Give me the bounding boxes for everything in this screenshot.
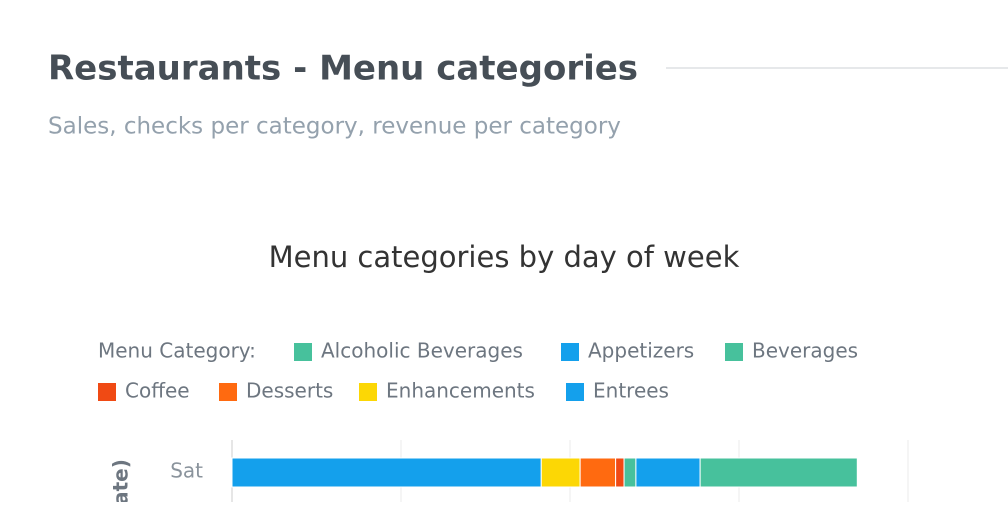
bar-segment — [699, 457, 858, 488]
legend-swatch — [561, 343, 579, 361]
bar-segment — [623, 457, 637, 488]
legend-swatch — [294, 343, 312, 361]
chart-title: Menu categories by day of week — [269, 240, 740, 274]
bar-segment — [231, 457, 542, 488]
legend-swatch — [566, 383, 584, 401]
legend-swatch — [98, 383, 116, 401]
legend-label: Alcoholic Beverages — [321, 339, 523, 363]
dashboard-title: Restaurants - Menu categories — [48, 49, 638, 89]
bar-segment — [615, 457, 625, 488]
bar-segment — [579, 457, 617, 488]
legend-swatch — [725, 343, 743, 361]
bar-segment — [635, 457, 701, 488]
y-tick-label: Sat — [170, 459, 203, 483]
legend-label: Enhancements — [386, 379, 535, 403]
y-axis-label: ate) — [109, 459, 133, 502]
legend-label: Entrees — [593, 379, 669, 403]
legend-label: Desserts — [246, 379, 333, 403]
legend-label: Coffee — [125, 379, 190, 403]
legend-swatch — [219, 383, 237, 401]
legend-title: Menu Category: — [98, 339, 256, 363]
legend-label: Beverages — [752, 339, 858, 363]
bar-segment — [540, 457, 581, 488]
dashboard-subtitle: Sales, checks per category, revenue per … — [48, 114, 621, 140]
legend-swatch — [359, 383, 377, 401]
legend-label: Appetizers — [588, 339, 694, 363]
